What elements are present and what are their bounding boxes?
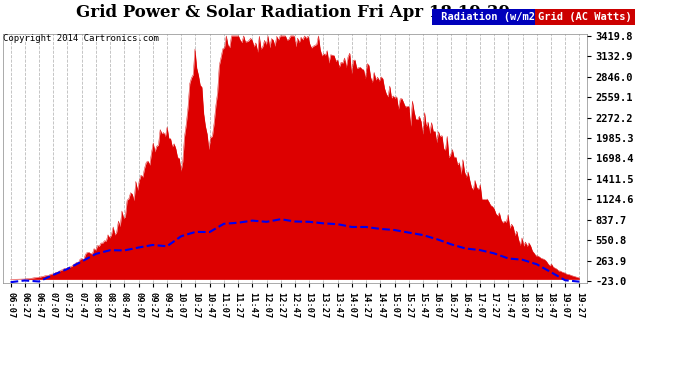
Text: Radiation (w/m2): Radiation (w/m2)	[435, 12, 541, 22]
Text: Copyright 2014 Cartronics.com: Copyright 2014 Cartronics.com	[3, 34, 159, 43]
Text: Grid (AC Watts): Grid (AC Watts)	[538, 12, 632, 22]
Text: Grid Power & Solar Radiation Fri Apr 18 19:39: Grid Power & Solar Radiation Fri Apr 18 …	[77, 4, 510, 21]
